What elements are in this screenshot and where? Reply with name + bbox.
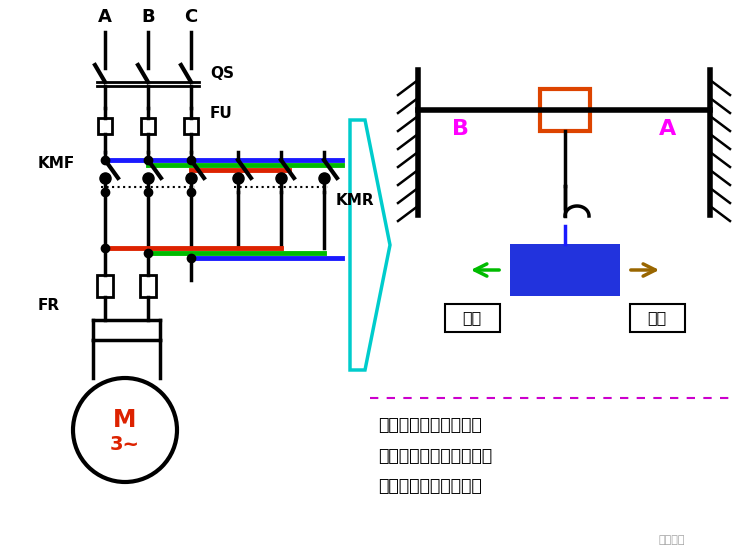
Text: 逆程: 逆程 xyxy=(463,311,482,326)
Text: A: A xyxy=(659,119,677,139)
Bar xyxy=(445,304,500,332)
Bar xyxy=(540,89,590,131)
Text: 筑龙电气: 筑龙电气 xyxy=(658,535,685,545)
Text: QS: QS xyxy=(210,66,234,81)
Text: 3~: 3~ xyxy=(110,435,140,453)
Text: A: A xyxy=(98,8,112,26)
Text: M: M xyxy=(113,408,137,432)
Text: KMF: KMF xyxy=(38,156,75,171)
Text: 行程控制实质为电机的
正反转控制，只是在行程
的终端要加限位开关。: 行程控制实质为电机的 正反转控制，只是在行程 的终端要加限位开关。 xyxy=(378,416,492,495)
Text: B: B xyxy=(452,119,469,139)
Text: C: C xyxy=(184,8,197,26)
Circle shape xyxy=(73,378,177,482)
Text: 正程: 正程 xyxy=(647,311,667,326)
Text: FU: FU xyxy=(210,106,233,121)
Text: FR: FR xyxy=(38,298,60,313)
Bar xyxy=(140,275,156,297)
Bar xyxy=(97,275,113,297)
Text: KMR: KMR xyxy=(336,193,375,208)
Bar xyxy=(510,244,620,296)
Bar xyxy=(141,118,155,134)
Bar xyxy=(98,118,112,134)
Text: B: B xyxy=(141,8,154,26)
Bar xyxy=(184,118,198,134)
Bar xyxy=(630,304,685,332)
